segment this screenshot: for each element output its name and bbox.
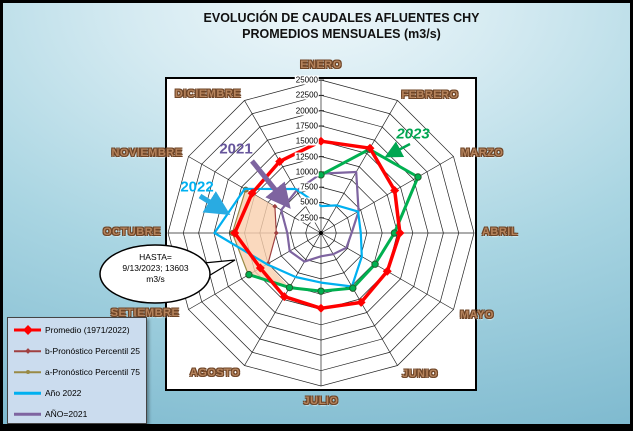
axis-label-julio: JULIO: [303, 395, 339, 407]
legend-swatch-2022: [14, 388, 41, 398]
legend-swatch-promedio: [14, 325, 41, 335]
radial-tick-label: 10000: [294, 167, 319, 177]
legend-item-percentil75: a-Pronóstico Percentil 75: [14, 365, 140, 379]
legend-item-promedio: Promedio (1971/2022): [14, 323, 130, 337]
marker-diamond: [390, 185, 400, 195]
axis-label-abril: ABRIL: [481, 226, 519, 238]
radial-tick-label: 20000: [294, 106, 319, 116]
legend-item-percentil25: b-Pronóstico Percentil 25: [14, 344, 140, 358]
marker-diamond: [279, 292, 289, 302]
callout-line2: 9/13/2023; 13603: [122, 263, 189, 273]
marker-circle: [414, 173, 422, 181]
chart-legend: Promedio (1971/2022) b-Pronóstico Percen…: [7, 317, 147, 424]
axis-label-mayo: MAYO: [460, 309, 494, 321]
series-a-o-2022: [213, 187, 363, 288]
chart-title-line1: EVOLUCIÓN DE CAUDALES AFLUENTES CHY: [203, 11, 480, 25]
axis-label-junio: JUNIO: [401, 368, 439, 380]
callout-line1: HASTA=: [139, 252, 172, 262]
axis-label-octubre: OCTUBRE: [103, 226, 161, 238]
marker-diamond: [382, 266, 392, 276]
legend-label: a-Pronóstico Percentil 75: [45, 367, 140, 377]
marker-diamond: [356, 297, 366, 307]
marker-circle: [371, 260, 379, 268]
grid-spoke: [320, 100, 398, 234]
marker-circle: [285, 283, 294, 292]
marker-diamond: [255, 263, 265, 273]
axis-label-diciembre: DICIEMBRE: [174, 88, 242, 100]
legend-label: Promedio (1971/2022): [45, 325, 130, 335]
annotation-2022: 2022: [180, 178, 214, 196]
marker-circle: [317, 287, 325, 295]
legend-item-2022: Año 2022: [14, 386, 81, 400]
marker-circle: [245, 270, 253, 279]
annotation-2021: 2021: [219, 140, 253, 158]
callout-text: HASTA= 9/13/2023; 13603 m3/s: [103, 252, 208, 285]
radial-tick-label: 5000: [299, 197, 319, 207]
callout-line3: m3/s: [146, 274, 165, 284]
chart-center-dot: [319, 231, 323, 235]
chart-title: EVOLUCIÓN DE CAUDALES AFLUENTES CHY PROM…: [169, 10, 514, 42]
marker-circle: [349, 284, 357, 292]
radial-tick-label: 7500: [299, 182, 319, 192]
legend-label: b-Pronóstico Percentil 25: [45, 346, 140, 356]
radial-tick-label: 22500: [294, 90, 319, 100]
axis-label-febrero: FEBRERO: [401, 89, 459, 101]
radial-tick-label: 15000: [294, 136, 319, 146]
axis-label-setiembre: SETIEMBRE: [110, 307, 180, 319]
radial-tick-label: 17500: [294, 121, 319, 131]
axis-label-marzo: MARZO: [460, 147, 504, 159]
marker-diamond: [230, 228, 240, 238]
grid-spoke: [320, 232, 398, 366]
radial-tick-label: 2500: [299, 213, 319, 223]
radar-chart: [167, 79, 475, 387]
axis-label-agosto: AGOSTO: [189, 367, 241, 379]
marker-diamond: [316, 303, 326, 313]
legend-label: AÑO=2021: [45, 409, 88, 419]
chart-title-line2: PROMEDIOS MENSUALES (m3/s): [242, 27, 441, 41]
legend-swatch-percentil75: [14, 367, 41, 377]
radial-tick-label: 12500: [294, 152, 319, 161]
legend-item-2021: AÑO=2021: [14, 407, 87, 421]
legend-swatch-percentil25: [14, 346, 41, 356]
legend-swatch-2021: [14, 409, 41, 419]
grid-spoke: [320, 156, 454, 234]
radar-plot-area: 2500 5000 7500 10000 12500 15000 17500 20000 225…: [165, 75, 477, 391]
radial-tick-label: 25000: [294, 75, 319, 85]
legend-label: Año 2022: [45, 388, 82, 398]
marker-diamond-small: [273, 230, 279, 236]
annotation-2023: 2023: [396, 125, 430, 143]
axis-label-noviembre: NOVIEMBRE: [111, 147, 183, 159]
axis-label-enero: ENERO: [300, 59, 342, 71]
marker-diamond: [365, 143, 375, 153]
marker-diamond: [395, 228, 405, 238]
